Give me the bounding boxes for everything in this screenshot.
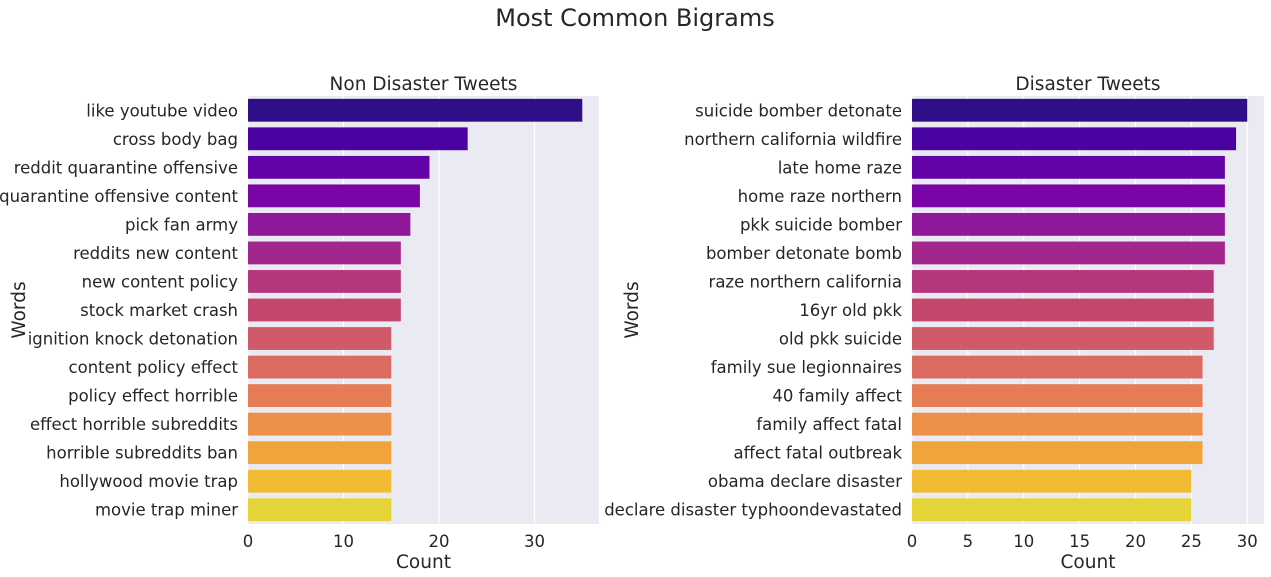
bar-disaster [912,441,1203,465]
bar-disaster [912,412,1203,436]
x-axis-label-non-disaster: Count [396,552,451,573]
chart-disaster: suicide bomber detonate northern californ… [604,74,1264,573]
category-label-non-disaster: movie trap miner [95,501,238,520]
category-label-disaster: raze northern california [709,272,902,291]
category-label-disaster: declare disaster typhoondevastated [604,501,902,520]
x-tick-label-disaster: 5 [963,532,974,551]
x-tick-label-non-disaster: 0 [243,532,254,551]
chart-non-disaster: like youtube video cross body bag reddit q… [0,74,599,573]
category-label-disaster: home raze northern [738,187,902,206]
chart-title-disaster: Disaster Tweets [1015,74,1160,95]
bar-disaster [912,241,1225,265]
bar-disaster [912,184,1225,208]
bar-disaster [912,355,1203,379]
category-label-non-disaster: ignition knock detonation [28,330,238,349]
bar-non-disaster [248,241,401,265]
category-label-disaster: obama declare disaster [708,472,902,491]
bar-disaster [912,98,1248,122]
bar-disaster [912,298,1214,322]
category-label-non-disaster: horrible subreddits ban [46,444,238,463]
category-label-disaster: family sue legionnaires [711,358,902,377]
category-label-disaster: affect fatal outbreak [734,444,903,463]
category-label-disaster: 40 family affect [772,387,902,406]
category-label-disaster: late home raze [778,158,902,177]
bar-non-disaster [248,441,392,465]
bar-non-disaster [248,184,420,208]
x-tick-label-disaster: 30 [1237,532,1258,551]
bar-non-disaster [248,298,401,322]
bar-non-disaster [248,327,392,350]
x-tick-label-disaster: 0 [907,532,918,551]
bar-disaster [912,155,1225,179]
x-tick-label-disaster: 10 [1013,532,1034,551]
bar-non-disaster [248,355,392,379]
category-label-non-disaster: content policy effect [69,358,239,377]
bar-non-disaster [248,469,392,493]
category-label-non-disaster: like youtube video [86,101,238,120]
category-label-disaster: old pkk suicide [779,330,902,349]
x-tick-label-non-disaster: 30 [524,532,545,551]
category-label-non-disaster: pick fan army [125,215,238,234]
bar-non-disaster [248,412,392,436]
category-label-disaster: 16yr old pkk [799,301,902,320]
category-label-non-disaster: hollywood movie trap [59,472,238,491]
bar-non-disaster [248,498,392,522]
figure-title: Most Common Bigrams [495,4,774,32]
chart-title-non-disaster: Non Disaster Tweets [330,74,518,95]
category-label-non-disaster: cross body bag [113,130,238,149]
bar-disaster [912,212,1225,236]
bar-non-disaster [248,98,583,122]
y-axis-label-disaster: Words [622,281,643,338]
category-label-non-disaster: stock market crash [80,301,238,320]
x-axis-label-disaster: Count [1061,552,1116,573]
bar-non-disaster [248,384,392,408]
category-label-disaster: pkk suicide bomber [740,215,902,234]
bar-disaster [912,469,1192,493]
bar-non-disaster [248,127,468,151]
bar-disaster [912,327,1214,350]
category-label-non-disaster: reddits new content [73,244,238,263]
category-label-non-disaster: new content policy [82,272,239,291]
category-label-non-disaster: quarantine offensive content [0,187,239,206]
x-tick-label-non-disaster: 10 [333,532,354,551]
x-tick-label-non-disaster: 20 [429,532,450,551]
category-label-non-disaster: policy effect horrible [68,387,238,406]
bar-disaster [912,270,1214,293]
x-tick-label-disaster: 20 [1125,532,1146,551]
category-label-disaster: suicide bomber detonate [695,101,902,120]
bar-disaster [912,498,1192,522]
category-label-disaster: bomber detonate bomb [706,244,902,263]
x-tick-label-disaster: 25 [1181,532,1202,551]
bar-disaster [912,127,1237,151]
bar-non-disaster [248,270,401,293]
category-label-disaster: northern california wildfire [684,130,902,149]
x-tick-label-disaster: 15 [1069,532,1090,551]
category-label-non-disaster: effect horrible subreddits [30,415,238,434]
bar-non-disaster [248,212,411,236]
category-label-non-disaster: reddit quarantine offensive [14,158,238,177]
bar-disaster [912,384,1203,408]
y-axis-label-non-disaster: Words [9,281,30,338]
bar-non-disaster [248,155,430,179]
category-label-disaster: family affect fatal [756,415,902,434]
